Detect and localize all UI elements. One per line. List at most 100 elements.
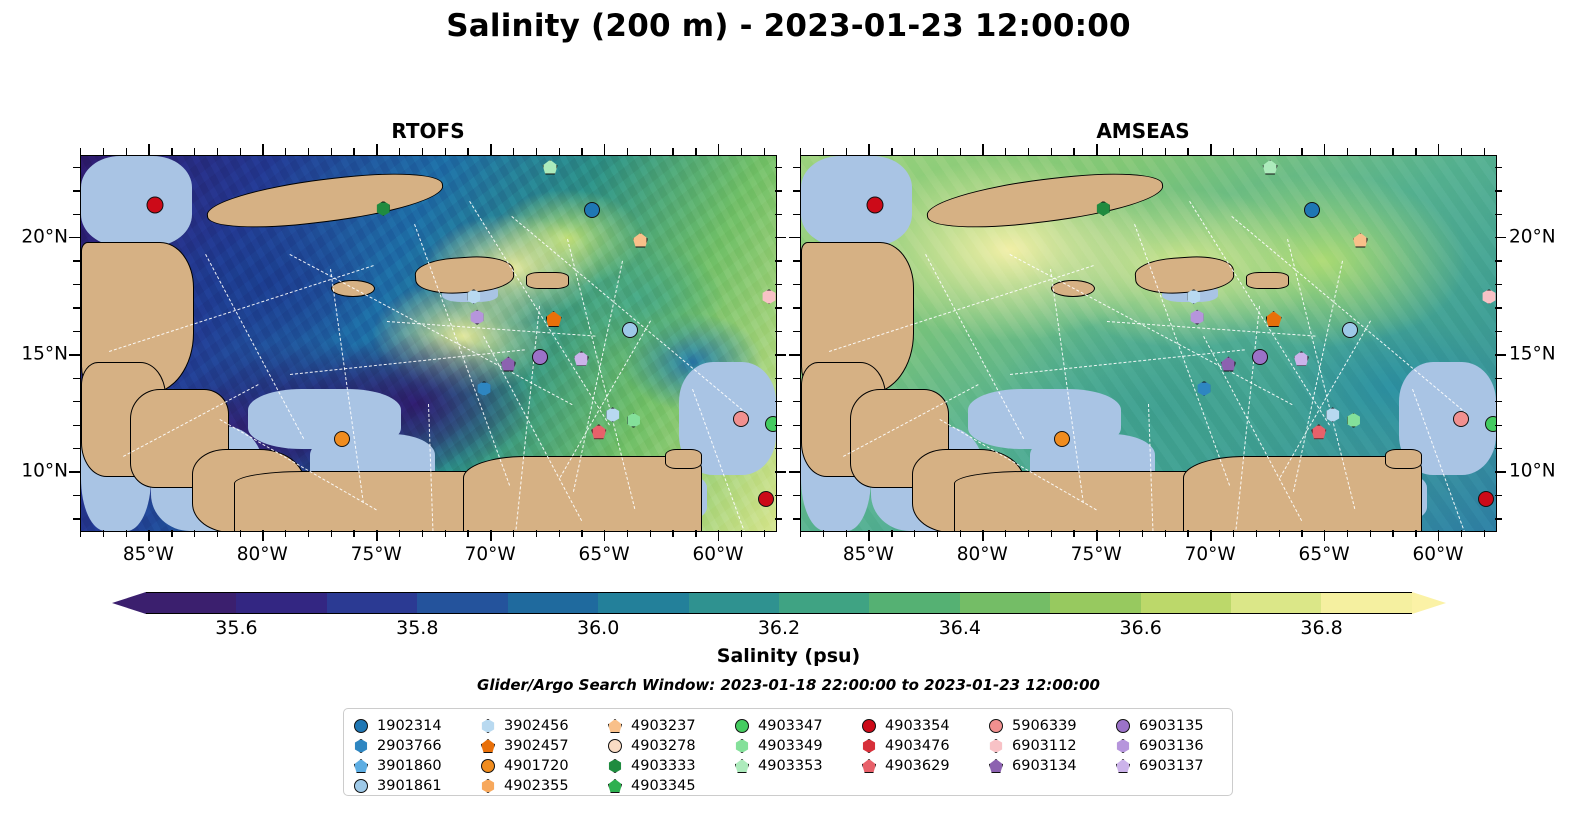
x-axis-tick xyxy=(535,148,538,155)
x-axis-tick xyxy=(1369,148,1372,155)
colorbar[interactable] xyxy=(112,592,1446,614)
x-axis-tick xyxy=(125,148,127,155)
float-marker-6903136[interactable] xyxy=(1190,309,1204,325)
x-axis-tick xyxy=(216,530,219,537)
map-panel-rtofs[interactable] xyxy=(80,155,777,532)
float-marker-2903766[interactable] xyxy=(477,381,491,396)
x-axis-tick-label: 75°W xyxy=(350,544,402,565)
float-marker-4903347[interactable] xyxy=(1484,416,1496,433)
legend-entry-3902456[interactable]: 3902456 xyxy=(481,718,608,734)
legend-entry-6903134[interactable]: 6903134 xyxy=(989,758,1116,774)
x-axis-tick xyxy=(1119,148,1121,155)
float-marker-2903766[interactable] xyxy=(1197,381,1211,396)
float-marker-1902314[interactable] xyxy=(1303,202,1320,219)
float-marker-4903333[interactable] xyxy=(1096,201,1110,216)
x-axis-tick xyxy=(262,144,264,155)
legend-entry-3901860[interactable]: 3901860 xyxy=(354,758,481,774)
float-marker-5906339[interactable] xyxy=(1453,410,1470,427)
float-marker-4903354[interactable] xyxy=(866,196,884,214)
x-axis-tick xyxy=(1073,530,1075,537)
x-axis-tick xyxy=(307,148,310,155)
legend-entry-4903333[interactable]: 4903333 xyxy=(608,758,735,774)
x-axis-tick xyxy=(695,148,697,155)
colorbar-band-3 xyxy=(417,593,508,613)
float-marker-4903333[interactable] xyxy=(376,201,390,216)
legend-entry-4903278[interactable]: 4903278 xyxy=(608,738,735,754)
x-axis-tick xyxy=(649,530,652,537)
x-axis-tick xyxy=(1483,148,1485,155)
float-marker-4903349[interactable] xyxy=(627,412,640,428)
legend-entry-5906339[interactable]: 5906339 xyxy=(989,718,1116,734)
x-axis-tick xyxy=(1438,530,1440,541)
float-marker-4901720[interactable] xyxy=(333,431,350,448)
float-marker-1902314[interactable] xyxy=(583,202,600,219)
legend-entry-4903353[interactable]: 4903353 xyxy=(735,758,862,774)
legend-entry-2903766[interactable]: 2903766 xyxy=(354,738,481,754)
x-axis-tick xyxy=(512,148,515,155)
x-axis-tick xyxy=(1164,530,1166,537)
colorbar-tick-label: 35.6 xyxy=(215,617,258,639)
legend-marker-icon xyxy=(608,739,622,753)
legend-label: 4902355 xyxy=(504,778,569,794)
x-axis-tick xyxy=(421,530,424,537)
y-axis-tick xyxy=(793,283,800,286)
y-axis-tick xyxy=(1495,494,1502,497)
x-axis-tick xyxy=(936,148,939,155)
float-marker-3901861[interactable] xyxy=(622,322,639,339)
legend-entry-4903237[interactable]: 4903237 xyxy=(608,718,735,734)
legend-marker-icon xyxy=(862,719,876,733)
float-marker-6903112[interactable] xyxy=(762,289,776,305)
float-marker-4901720[interactable] xyxy=(1053,431,1070,448)
y-axis-tick xyxy=(793,401,800,403)
y-axis-tick xyxy=(73,401,80,403)
y-axis-tick xyxy=(775,471,786,473)
legend-entry-4903347[interactable]: 4903347 xyxy=(735,718,862,734)
legend-entry-6903137[interactable]: 6903137 xyxy=(1116,758,1243,774)
legend-entry-4903349[interactable]: 4903349 xyxy=(735,738,862,754)
float-marker-3902456[interactable] xyxy=(1187,289,1201,305)
glider-argo-legend[interactable]: 1902314 3902456 4903237 4903347 4903354 59063… xyxy=(343,708,1233,796)
colorbar-band-4 xyxy=(507,593,599,613)
float-marker-3902456[interactable] xyxy=(606,407,620,423)
x-axis-tick-label: 60°W xyxy=(1412,544,1464,565)
y-axis-tick-label: 15°N xyxy=(1509,343,1556,365)
legend-marker-icon xyxy=(481,719,495,733)
float-marker-3901861[interactable] xyxy=(1342,322,1359,339)
float-marker-4903347[interactable] xyxy=(764,416,776,433)
legend-entry-6903136[interactable]: 6903136 xyxy=(1116,738,1243,754)
colorbar-gradient xyxy=(146,592,1412,614)
x-axis-tick xyxy=(193,530,196,537)
float-marker-3902456[interactable] xyxy=(1326,407,1340,423)
x-axis-tick xyxy=(1278,148,1280,155)
legend-entry-4903629[interactable]: 4903629 xyxy=(862,758,989,774)
x-axis-tick xyxy=(913,148,916,155)
float-marker-6903135[interactable] xyxy=(1251,348,1268,365)
float-marker-4903354[interactable] xyxy=(1477,491,1494,508)
legend-entry-4901720[interactable]: 4901720 xyxy=(481,758,608,774)
float-marker-3902456[interactable] xyxy=(467,289,481,305)
legend-entry-3902457[interactable]: 3902457 xyxy=(481,738,608,754)
legend-entry-6903135[interactable]: 6903135 xyxy=(1116,718,1243,734)
x-axis-tick xyxy=(1460,148,1463,155)
legend-entry-1902314[interactable]: 1902314 xyxy=(354,718,481,734)
legend-entry-3901861[interactable]: 3901861 xyxy=(354,778,481,794)
legend-label: 6903112 xyxy=(1012,738,1077,754)
legend-entry-4902355[interactable]: 4902355 xyxy=(481,778,608,794)
legend-marker-icon xyxy=(354,779,368,793)
x-axis-tick xyxy=(239,530,241,537)
legend-entry-4903354[interactable]: 4903354 xyxy=(862,718,989,734)
legend-entry-4903476[interactable]: 4903476 xyxy=(862,738,989,754)
y-axis-tick xyxy=(775,424,782,426)
float-marker-4903349[interactable] xyxy=(1347,412,1360,428)
float-marker-4903354[interactable] xyxy=(757,491,774,508)
float-marker-4903354[interactable] xyxy=(146,196,164,214)
legend-entry-6903112[interactable]: 6903112 xyxy=(989,738,1116,754)
map-panel-amseas[interactable] xyxy=(800,155,1497,532)
float-marker-6903135[interactable] xyxy=(531,348,548,365)
float-marker-5906339[interactable] xyxy=(733,410,750,427)
legend-entry-4903345[interactable]: 4903345 xyxy=(608,778,735,794)
float-marker-6903112[interactable] xyxy=(1482,289,1496,305)
float-marker-6903136[interactable] xyxy=(470,309,484,325)
legend-marker-icon xyxy=(354,739,368,753)
x-axis-tick xyxy=(1346,148,1349,155)
